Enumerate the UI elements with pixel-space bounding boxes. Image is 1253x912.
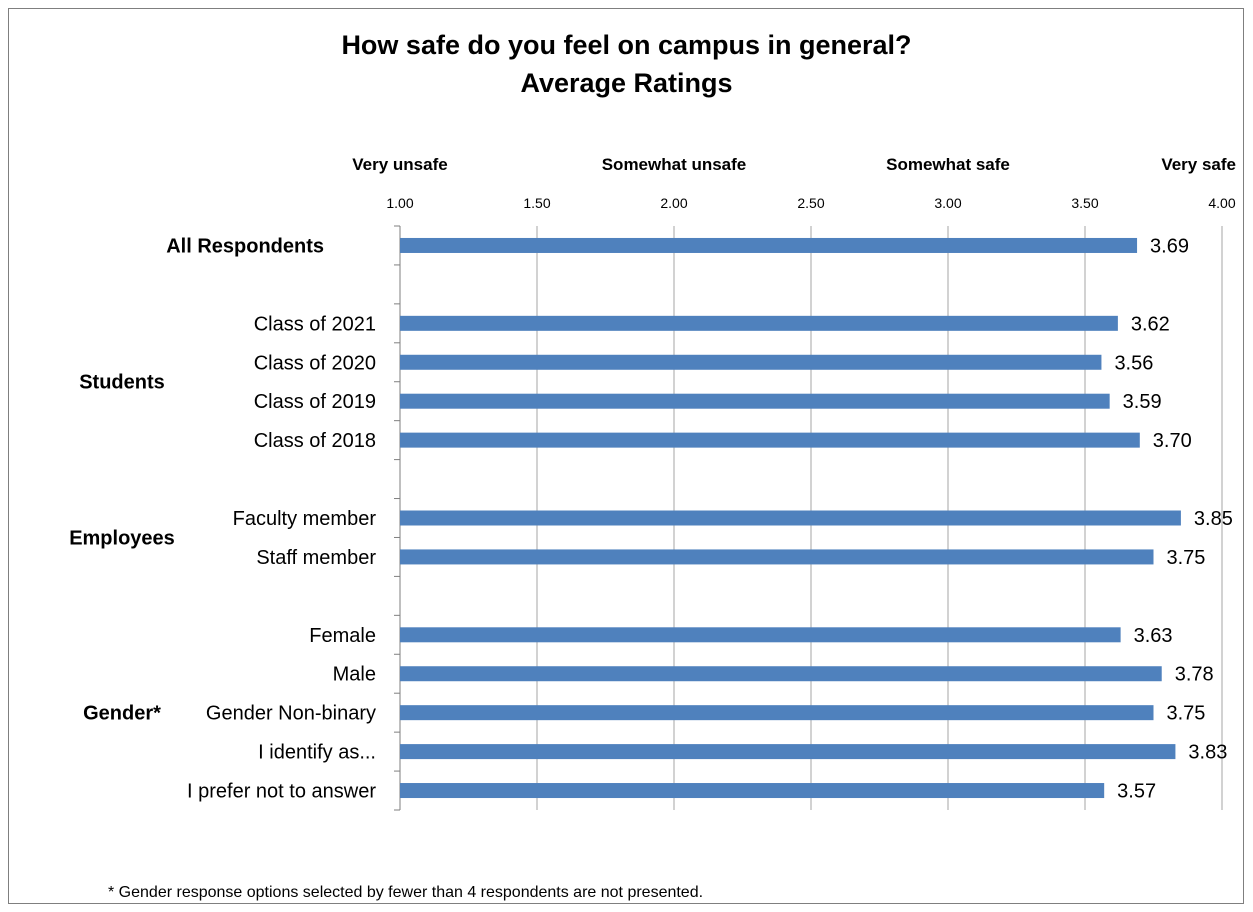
value-label-0-0: 3.69 (1150, 235, 1189, 257)
category-label-3-1: Male (333, 664, 376, 686)
rating-label-2: Somewhat safe (886, 155, 1010, 174)
value-label-1-0: 3.62 (1131, 313, 1170, 335)
bar-2-1 (400, 549, 1154, 565)
category-label-2-0: Faculty member (233, 508, 377, 530)
rating-label-0: Very unsafe (352, 155, 447, 174)
bar-3-3 (400, 744, 1176, 760)
category-label-2-1: Staff member (256, 547, 376, 569)
category-label-1-2: Class of 2019 (254, 391, 376, 413)
x-tick-label-1: 1.50 (523, 195, 550, 211)
bar-3-0 (400, 627, 1121, 643)
category-label-1-0: Class of 2021 (254, 313, 376, 335)
x-tick-label-0: 1.00 (386, 195, 413, 211)
x-tick-label-5: 3.50 (1071, 195, 1098, 211)
category-label-3-2: Gender Non-binary (206, 703, 376, 725)
group-label-0: All Respondents (166, 235, 324, 257)
x-tick-label-3: 2.50 (797, 195, 824, 211)
category-label-1-1: Class of 2020 (254, 352, 376, 374)
chart-title: How safe do you feel on campus in genera… (341, 30, 912, 60)
chart-subtitle: Average Ratings (520, 68, 733, 98)
x-tick-label-6: 4.00 (1208, 195, 1235, 211)
bar-1-2 (400, 393, 1110, 409)
bar-0-0 (400, 237, 1138, 253)
value-label-3-3: 3.83 (1188, 742, 1227, 764)
bar-1-0 (400, 315, 1118, 331)
bar-1-1 (400, 354, 1102, 370)
bar-3-4 (400, 783, 1105, 799)
group-label-1: Students (79, 372, 165, 394)
rating-label-1: Somewhat unsafe (602, 155, 747, 174)
bar-1-3 (400, 432, 1140, 448)
value-label-1-2: 3.59 (1123, 391, 1162, 413)
bar-3-2 (400, 705, 1154, 721)
category-label-3-0: Female (309, 625, 376, 647)
category-label-1-3: Class of 2018 (254, 430, 376, 452)
value-label-3-2: 3.75 (1167, 703, 1206, 725)
group-label-2: Employees (69, 527, 175, 549)
value-label-1-3: 3.70 (1153, 430, 1192, 452)
x-tick-label-4: 3.00 (934, 195, 961, 211)
value-label-3-0: 3.63 (1134, 625, 1173, 647)
bar-3-1 (400, 666, 1162, 682)
chart-footnote: * Gender response options selected by fe… (108, 884, 704, 901)
value-label-3-4: 3.57 (1117, 781, 1156, 803)
x-tick-label-2: 2.00 (660, 195, 687, 211)
value-label-3-1: 3.78 (1175, 664, 1214, 686)
value-label-2-0: 3.85 (1194, 508, 1233, 530)
value-label-2-1: 3.75 (1167, 547, 1206, 569)
bar-2-0 (400, 510, 1181, 526)
category-label-3-4: I prefer not to answer (187, 781, 376, 803)
group-label-3: Gender* (83, 703, 161, 725)
value-label-1-1: 3.56 (1114, 352, 1153, 374)
category-label-3-3: I identify as... (258, 742, 376, 764)
rating-label-3: Very safe (1161, 155, 1236, 174)
